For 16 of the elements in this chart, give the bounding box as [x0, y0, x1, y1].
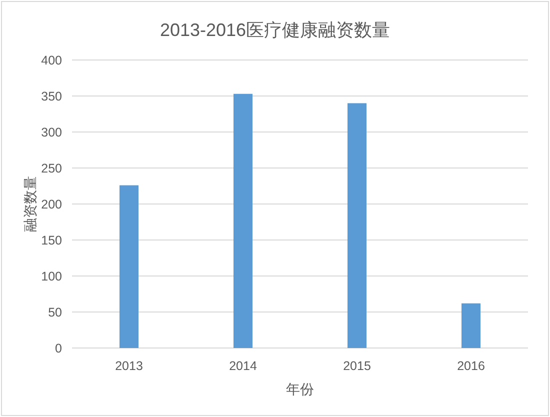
y-tick-label: 250 — [41, 162, 62, 176]
y-tick-label: 400 — [41, 54, 62, 68]
x-tick-label: 2016 — [457, 359, 485, 373]
x-tick-label: 2014 — [229, 359, 257, 373]
chart-title: 2013-2016医疗健康融资数量 — [160, 20, 390, 40]
y-tick-label: 150 — [41, 234, 62, 248]
y-tick-label: 300 — [41, 126, 62, 140]
y-tick-label: 50 — [48, 306, 62, 320]
x-tick-label: 2013 — [115, 359, 143, 373]
y-tick-label: 100 — [41, 270, 62, 284]
y-tick-label: 350 — [41, 90, 62, 104]
y-tick-label: 200 — [41, 198, 62, 212]
x-tick-label: 2015 — [343, 359, 371, 373]
y-tick-label: 0 — [55, 342, 62, 356]
x-axis-title: 年份 — [286, 381, 314, 397]
y-axis-title: 融资数量 — [22, 176, 38, 232]
